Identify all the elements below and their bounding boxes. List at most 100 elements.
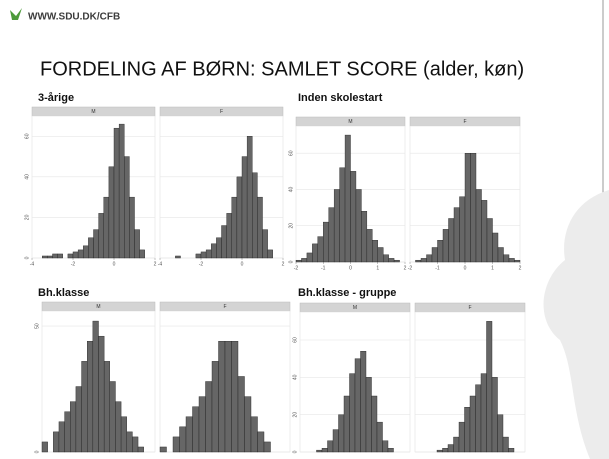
histogram-bar xyxy=(175,255,181,259)
histogram-bar xyxy=(393,259,400,263)
histogram-bar xyxy=(349,373,356,453)
histogram-bar xyxy=(42,255,48,259)
histogram-bar xyxy=(503,254,510,263)
histogram-bar xyxy=(57,253,63,259)
histogram-bar xyxy=(257,431,265,453)
histogram-bar xyxy=(464,407,471,453)
histogram-bar xyxy=(355,189,362,263)
panel-strip-label: M xyxy=(353,305,357,311)
histogram-bar xyxy=(103,196,110,259)
logo: WWW.SDU.DK/CFB xyxy=(10,8,120,23)
histogram-bar xyxy=(81,361,88,453)
histogram-bar xyxy=(58,421,65,453)
histogram-bar xyxy=(469,395,476,453)
x-tick-label: 2 xyxy=(154,261,157,267)
histogram-bar xyxy=(420,258,427,263)
histogram-bar xyxy=(129,196,135,259)
y-tick-label: 40 xyxy=(24,174,30,180)
histogram-bar xyxy=(502,436,509,453)
histogram-bar xyxy=(115,401,122,453)
y-tick-label: 40 xyxy=(292,374,298,380)
histogram-bar xyxy=(470,152,477,263)
histogram-bar xyxy=(453,207,460,263)
histogram-bar xyxy=(241,156,248,259)
histogram-bar xyxy=(83,245,89,259)
histogram-bar xyxy=(437,240,444,263)
histogram-bar xyxy=(262,229,268,259)
histogram-bar xyxy=(426,254,433,263)
panel-strip-label: F xyxy=(220,109,223,115)
histogram-bar xyxy=(339,167,346,263)
y-tick-label: 0 xyxy=(288,260,294,263)
histogram-bar xyxy=(246,136,253,259)
histogram-bar xyxy=(491,377,498,453)
histogram-bar xyxy=(64,411,71,453)
histogram-bar xyxy=(481,200,488,263)
histogram-bar xyxy=(415,259,422,263)
histogram-bar xyxy=(267,249,273,259)
histogram-bar xyxy=(139,249,145,259)
histogram-bar xyxy=(216,237,222,259)
x-tick-label: 0 xyxy=(349,265,352,271)
histogram-bar xyxy=(237,376,245,453)
histogram-bar xyxy=(231,196,238,259)
y-tick-label: 20 xyxy=(24,214,30,220)
histogram-bar xyxy=(47,255,53,259)
histogram-bar xyxy=(53,431,60,453)
panel-strip-label: M xyxy=(91,109,95,115)
x-tick-label: -2 xyxy=(408,265,413,271)
x-tick-label: 0 xyxy=(464,265,467,271)
histogram-bar xyxy=(338,414,345,453)
y-tick-label: 0 xyxy=(34,450,40,453)
histogram-bar xyxy=(118,123,125,259)
histogram-bar xyxy=(195,253,202,259)
histogram-bar xyxy=(211,243,217,259)
histogram-bar xyxy=(343,395,350,453)
histogram-bar xyxy=(132,436,139,453)
histogram-bar xyxy=(497,414,504,453)
histogram-bar xyxy=(179,426,187,453)
histogram-bar xyxy=(514,259,521,263)
histogram-bar xyxy=(159,446,167,453)
x-tick-label: 0 xyxy=(241,261,244,267)
histogram-bar xyxy=(372,240,378,263)
histogram-bar xyxy=(333,189,340,263)
histogram-bar xyxy=(75,386,82,453)
y-tick-label: 20 xyxy=(288,223,294,229)
histogram-bar xyxy=(67,253,74,259)
histogram-bar xyxy=(361,211,368,263)
histogram-bar xyxy=(192,406,200,453)
histogram-bar xyxy=(295,259,302,263)
histogram-bar xyxy=(383,254,389,263)
panel-group-label: 3-årige xyxy=(38,92,74,104)
histogram-bar xyxy=(72,251,79,259)
histogram-bar xyxy=(93,229,99,259)
histogram-bar xyxy=(354,358,361,453)
histogram-bar xyxy=(109,381,116,453)
histogram-bar xyxy=(52,253,58,259)
histogram-bar xyxy=(312,243,319,263)
histogram-bar xyxy=(431,247,438,263)
logo-text: WWW.SDU.DK/CFB xyxy=(28,12,120,23)
histogram-bar xyxy=(436,449,443,453)
y-tick-label: 50 xyxy=(34,323,40,329)
histogram-bar xyxy=(98,213,104,259)
panel-strip-label: F xyxy=(223,304,226,310)
histogram-bar xyxy=(350,171,357,263)
histogram-bar xyxy=(458,421,465,453)
histogram-bar xyxy=(120,416,127,453)
histogram-bar xyxy=(250,416,258,453)
histogram-bar xyxy=(508,258,515,263)
histogram-bar xyxy=(497,247,504,263)
y-tick-label: 20 xyxy=(292,412,298,418)
histogram-bar xyxy=(263,441,271,453)
histogram-bar xyxy=(172,436,180,453)
histogram-bar xyxy=(252,172,258,259)
panel-strip-label: M xyxy=(348,119,352,125)
histogram-bar xyxy=(376,421,383,453)
histogram-bar xyxy=(459,196,466,263)
histogram-bar xyxy=(257,196,263,259)
histogram-bar xyxy=(98,335,105,453)
histogram-bar xyxy=(226,213,232,259)
histogram-bar xyxy=(221,225,227,259)
